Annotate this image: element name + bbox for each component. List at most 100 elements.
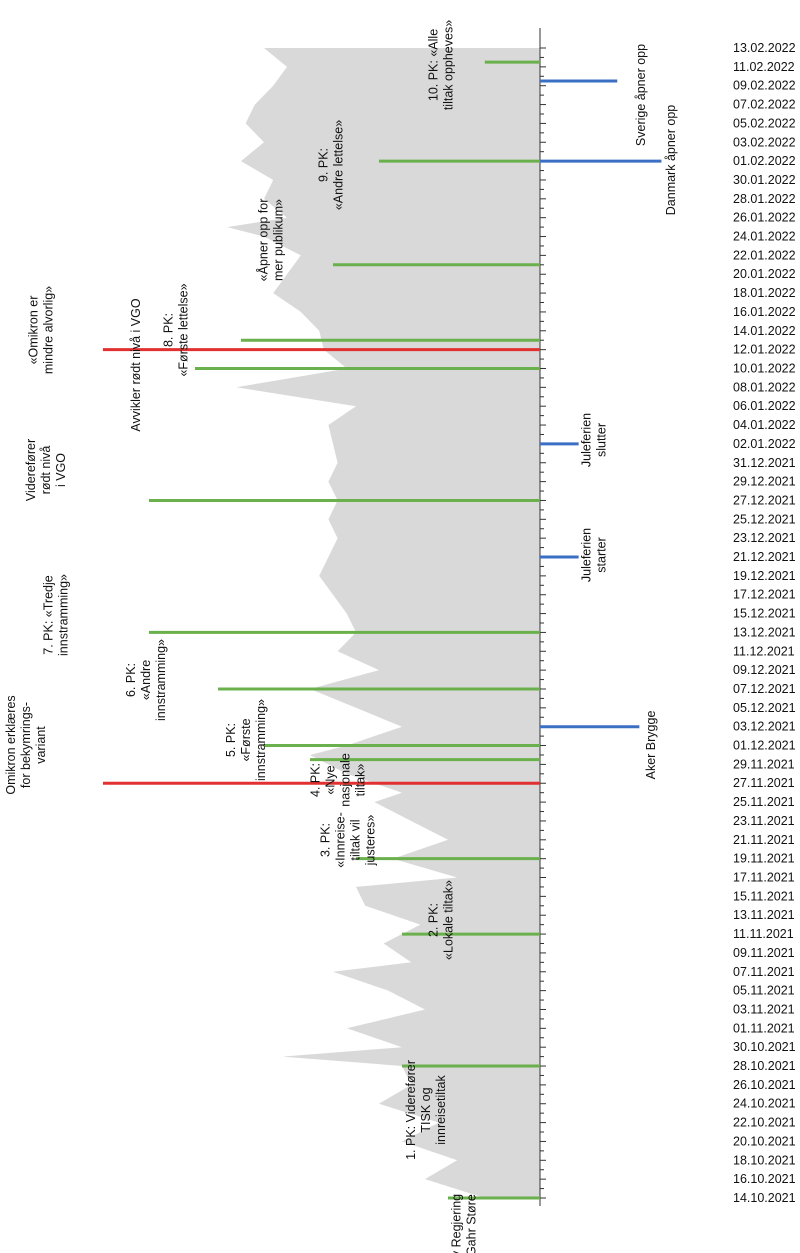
event-label-line: Sverige åpner opp [634,44,648,146]
event-label: Avvikler rødt nivå i VGO [129,298,143,431]
event-label-line: 8. PK: [162,313,176,347]
date-label: 30.10.2021 [733,1040,796,1054]
event-label-text: Ny Regjeringv/Gahr Støre [450,1194,479,1253]
date-label: 16.10.2021 [733,1172,796,1186]
event-label: 5. PK:«Førsteinnstramming» [224,699,268,781]
event-label-line: Aker Brygge [644,711,658,780]
event-label-text: Sverige åpner opp [634,44,648,146]
event-label-line: v/Gahr Støre [465,1194,479,1253]
event-label-line: rødt nivå [39,446,53,495]
event-label-line: 5. PK: [224,723,238,757]
event-label-line: «Omikron er [27,296,41,365]
event-label-line: tiltak oppheves» [442,20,456,110]
date-label: 03.11.2021 [733,1002,795,1016]
date-label: 15.11.2021 [733,889,795,903]
event-label-text: Aker Brygge [644,711,658,780]
event-label-line: innstramming» [254,699,268,781]
date-label: 24.10.2021 [733,1097,796,1111]
date-label: 11.02.2022 [733,60,795,74]
date-label: 09.02.2022 [733,79,796,93]
date-label: 05.11.2021 [733,984,795,998]
date-label: 14.01.2022 [733,324,796,338]
event-label-text: 3. PK:«Innreise-tiltak viljusteres» [319,812,378,868]
event-label-text: Videreførerrødt nivåi VGO [24,439,68,501]
timeline-axis [539,28,546,1206]
event-label-line: «Første [239,718,253,761]
date-label: 30.01.2022 [733,173,796,187]
date-label: 31.12.2021 [733,456,796,470]
event-label-line: Ny Regjering [450,1194,464,1253]
date-label: 20.10.2021 [733,1134,796,1148]
date-label: 19.11.2021 [733,852,795,866]
date-label: 19.12.2021 [733,569,796,583]
date-label: 01.11.2021 [733,1021,795,1035]
date-label: 13.11.2021 [733,908,795,922]
date-label: 11.11.2021 [733,927,794,941]
event-label-line: 9. PK: [317,148,331,182]
date-label: 12.01.2022 [733,343,796,357]
event-label-line: slutter [595,423,609,457]
event-label: Omikron erklæresfor bekymrings-variant [4,695,48,794]
event-label-line: 3. PK: [319,823,333,857]
date-label: 24.01.2022 [733,230,796,244]
date-label: 28.01.2022 [733,192,796,206]
date-label: 04.01.2022 [733,418,796,432]
event-label: Aker Brygge [644,711,658,780]
event-label-line: for bekymrings- [19,702,33,788]
event-label-line: variant [34,726,48,764]
event-label: 6. PK:«Andreinnstramming» [124,639,168,721]
event-label: Juleferienstarter [580,528,609,582]
event-label-line: mindre alvorlig» [42,286,56,374]
date-label: 22.01.2022 [733,248,796,262]
date-label: 02.01.2022 [733,437,796,451]
coverage-area [227,48,540,1198]
event-label-line: «Nye [324,765,338,794]
date-label: 07.02.2022 [733,98,796,112]
date-label: 05.12.2021 [733,701,796,715]
date-label: 17.12.2021 [733,588,796,602]
event-label-text: Juleferienstarter [580,528,609,582]
date-label: 27.11.2021 [733,776,795,790]
event-label-line: «Andre lettelse» [332,120,346,210]
date-label: 13.12.2021 [733,625,796,639]
event-label-text: «Åpner opp former publikum» [256,199,286,282]
date-label: 09.12.2021 [733,663,796,677]
date-label: 09.11.2021 [733,946,795,960]
event-label-text: 8. PK:«Første lettelse» [162,283,191,376]
event-label-line: Avvikler rødt nivå i VGO [129,298,143,431]
event-label-line: innstramming» [154,639,168,721]
event-label-line: 7. PK: «Tredje [42,575,56,654]
event-label-line: Viderefører [24,439,38,501]
event-markers [103,60,662,1200]
event-label-line: innreisetiltak [434,1075,448,1145]
date-label: 18.01.2022 [733,286,796,300]
date-label: 15.12.2021 [733,607,796,621]
event-label: 9. PK:«Andre lettelse» [317,120,346,210]
event-label-text: Omikron erklæresfor bekymrings-variant [4,695,48,794]
event-label-text: Juleferienslutter [580,413,609,467]
event-label-line: Omikron erklæres [4,695,18,794]
event-label-line: nasjonale [339,753,353,807]
date-label: 22.10.2021 [733,1116,796,1130]
event-label-line: «Åpner opp for [256,199,271,282]
event-label-text: 4. PK:«Nyenasjonaletiltak» [309,753,368,807]
date-label: 06.01.2022 [733,399,796,413]
event-label-line: mer publikum» [272,199,286,281]
date-label: 03.12.2021 [733,720,796,734]
date-label: 16.01.2022 [733,305,796,319]
date-labels: 14.10.2021 16.10.2021 18.10.2021 20.10.2021… [733,41,796,1205]
event-label: Danmark åpner opp [664,105,678,216]
event-label: 1. PK: VidereførerTISK oginnreisetiltak [404,1060,448,1160]
date-label: 25.12.2021 [733,512,796,526]
event-label-line: Juleferien [580,413,594,467]
event-label-line: Danmark åpner opp [664,105,678,216]
date-label: 29.12.2021 [733,475,796,489]
event-label-line: tiltak vil [349,820,363,861]
event-label-line: 10. PK: «Alle [427,29,441,101]
date-label: 18.10.2021 [733,1153,796,1167]
event-label: Juleferienslutter [580,413,609,467]
date-label: 13.02.2022 [733,41,796,55]
date-label: 26.10.2021 [733,1078,796,1092]
event-label: 2. PK:«Lokale tiltak» [427,880,456,960]
